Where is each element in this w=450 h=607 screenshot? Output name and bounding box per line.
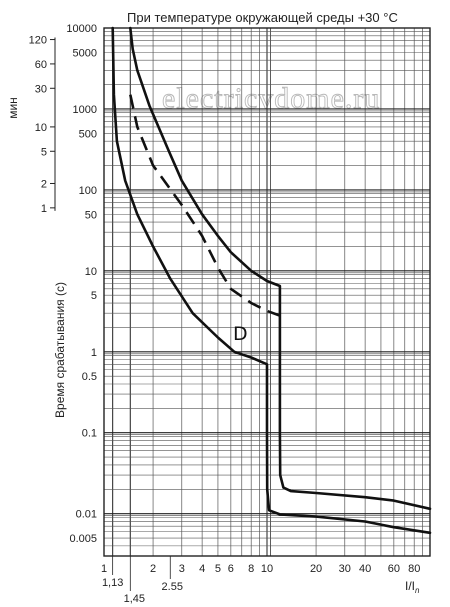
minute-tick-label: 120 [29,35,47,47]
trip-curve-dashed [129,94,281,317]
x-tick-label: 80 [408,563,420,575]
y-tick-label: 0.5 [82,371,97,383]
minute-tick-label: 30 [35,83,47,95]
x-tick-label: 10 [261,563,273,575]
minute-tick-label: 2 [41,178,47,190]
y-tick-label: 10000 [66,23,97,35]
x-tick-label: 2.55 [162,581,183,593]
chart-title: При температуре окружающей среды +30 °C [127,10,398,25]
minute-tick-label: 10 [35,122,47,134]
y-tick-label: 5 [91,290,97,302]
x-tick-label: 20 [310,563,322,575]
x-tick-label: 1,45 [124,593,145,605]
y-tick-label: 0.005 [69,533,97,545]
x-tick-label: 30 [339,563,351,575]
x-tick-label: 3 [179,563,185,575]
plot-frame [103,27,431,557]
x-axis-label-main: I/I [405,579,415,593]
y-tick-label: 100 [79,185,97,197]
y-tick-label: 0.01 [76,509,97,521]
y-tick-label: 5000 [73,47,97,59]
curve-type-label: D [233,323,248,345]
minutes-axis-label: мин [6,97,20,119]
x-tick-label: 4 [199,563,205,575]
x-axis-label: I/In [405,579,420,595]
minute-tick-label: 1 [41,203,47,215]
x-tick-label: 8 [248,563,254,575]
x-tick-label: 1,13 [102,577,123,589]
y-tick-label: 50 [85,209,97,221]
minute-tick-label: 5 [41,146,47,158]
y-axis-label: Время срабатывания (с) [53,282,67,418]
x-tick-label: 1 [101,563,107,575]
trip-curve-solid-2 [129,26,432,511]
watermark: electricvdome.ru [162,82,380,115]
y-tick-label: 0.1 [82,428,97,440]
x-tick-label: 40 [359,563,371,575]
x-tick-label: 60 [388,563,400,575]
y-tick-label: 500 [79,128,97,140]
minute-tick-label: 60 [35,59,47,71]
ticks: 10000 5000 1000 500 100 50 10 5 1 0.5 0.1 0.01 0.005… [29,23,421,605]
x-tick-label: 5 [215,563,221,575]
grid [104,28,430,557]
y-tick-label: 1 [91,347,97,359]
x-tick-label: 6 [228,563,234,575]
y-tick-label: 1000 [73,104,97,116]
y-tick-label: 10 [85,266,97,278]
x-axis-label-sub: n [415,586,420,595]
x-tick-label: 2 [150,563,156,575]
curves [111,26,432,535]
trip-curve-solid-1 [111,26,432,535]
